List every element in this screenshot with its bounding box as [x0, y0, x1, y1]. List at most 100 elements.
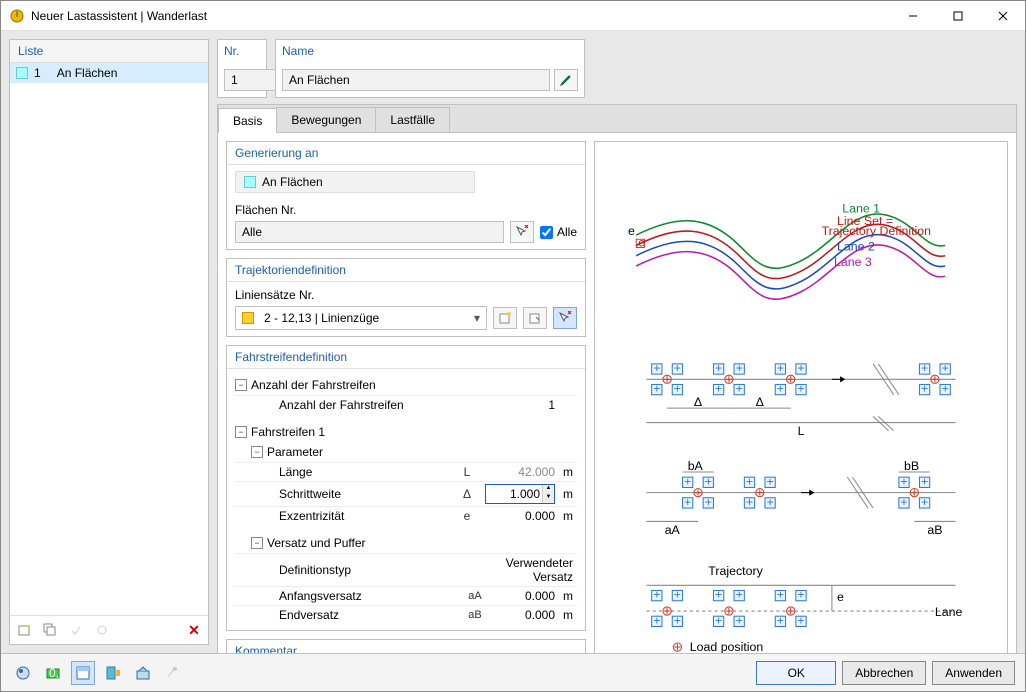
lines-combo[interactable]: 2 - 12,13 | Linienzüge ▾	[235, 306, 487, 330]
svg-text:+: +	[777, 588, 784, 602]
footer-icon-4[interactable]	[101, 661, 125, 685]
collapse-icon[interactable]: −	[251, 537, 263, 549]
row-anfang: Anfangsversatz aA 0.000 m	[235, 587, 577, 606]
sidebar-header: Liste	[10, 40, 208, 63]
maximize-button[interactable]	[935, 1, 980, 31]
svg-text:+: +	[942, 361, 949, 375]
tab-bewegungen[interactable]: Bewegungen	[276, 107, 376, 132]
cancel-button[interactable]: Abbrechen	[842, 661, 926, 685]
edit-name-button[interactable]	[554, 69, 578, 91]
form-column: Generierung an An Flächen Flächen Nr.	[226, 141, 586, 653]
spin-down[interactable]: ▼	[542, 494, 554, 503]
delete-icon: ✕	[188, 622, 200, 639]
gen-swatch	[244, 176, 256, 188]
sidebar-list: 1 An Flächen	[10, 63, 208, 615]
close-button[interactable]	[980, 1, 1025, 31]
step-label: Schrittweite	[235, 482, 453, 507]
svg-text:+: +	[736, 382, 743, 396]
tab-basis[interactable]: Basis	[218, 108, 277, 133]
dialog-body: Liste 1 An Flächen ✕	[1, 31, 1025, 653]
footer-icon-1[interactable]	[11, 661, 35, 685]
svg-text:+: +	[736, 588, 743, 602]
spin-up[interactable]: ▲	[542, 485, 554, 494]
group-kommentar: Kommentar ▾	[226, 639, 586, 653]
tree-offset[interactable]: − Versatz und Puffer	[235, 533, 577, 553]
deftype-label: Definitionstyp	[235, 554, 461, 587]
svg-text:aA: aA	[665, 523, 681, 537]
svg-text:+: +	[705, 474, 712, 488]
svg-text:Load position: Load position	[690, 640, 764, 653]
count-label: Anzahl der Fahrstreifen	[235, 396, 461, 415]
svg-text:+: +	[715, 613, 722, 627]
alle-checkbox-wrap[interactable]: Alle	[540, 225, 577, 239]
svg-text:aB: aB	[927, 523, 942, 537]
svg-text:e: e	[837, 590, 844, 604]
traj-edit-button[interactable]	[523, 307, 547, 329]
nr-label: Nr.	[218, 40, 266, 62]
end-label: Endversatz	[235, 606, 461, 625]
row-deftype: Definitionstyp Verwendeter Versatz	[235, 554, 577, 587]
collapse-icon[interactable]: −	[251, 446, 263, 458]
delete-button[interactable]: ✕	[182, 618, 206, 642]
sidebar-item-1[interactable]: 1 An Flächen	[10, 63, 208, 83]
tree-lane1[interactable]: − Fahrstreifen 1	[235, 422, 577, 442]
svg-text:+: +	[797, 588, 804, 602]
traj-new-button[interactable]	[493, 307, 517, 329]
svg-text:Lane 3: Lane 3	[834, 255, 872, 269]
lane1-label: Fahrstreifen 1	[251, 425, 577, 439]
ecc-value: 0.000	[481, 507, 559, 526]
svg-text:+: +	[921, 495, 928, 509]
sidebar-toolbar: ✕	[10, 615, 208, 644]
name-input[interactable]	[282, 69, 550, 91]
main-area: Nr. Name Basis Bewegungen	[217, 39, 1017, 645]
surfaces-input[interactable]	[235, 221, 504, 243]
svg-text:Lane: Lane	[935, 605, 963, 619]
row-count: Anzahl der Fahrstreifen 1	[235, 396, 577, 415]
tree-parameter[interactable]: − Parameter	[235, 442, 577, 462]
svg-text:+: +	[715, 588, 722, 602]
svg-text:+: +	[900, 495, 907, 509]
svg-text:+: +	[797, 613, 804, 627]
length-label: Länge	[235, 463, 453, 482]
alle-checkbox[interactable]	[540, 226, 553, 239]
offset-group-label: Versatz und Puffer	[267, 536, 577, 550]
tool-button-4	[90, 618, 114, 642]
svg-text:+: +	[942, 382, 949, 396]
svg-text:+: +	[653, 613, 660, 627]
svg-text:+: +	[797, 382, 804, 396]
svg-text:+: +	[674, 382, 681, 396]
footer-icon-2[interactable]: 0,00	[41, 661, 65, 685]
minimize-button[interactable]	[890, 1, 935, 31]
copy-button[interactable]	[38, 618, 62, 642]
footer-icon-3[interactable]	[71, 661, 95, 685]
pick-surfaces-button[interactable]	[510, 221, 534, 243]
apply-button[interactable]: Anwenden	[932, 661, 1015, 685]
svg-text:Δ: Δ	[756, 395, 764, 409]
tab-lastfaelle[interactable]: Lastfälle	[375, 107, 450, 132]
length-value: 42.000	[481, 463, 559, 482]
tabs: Basis Bewegungen Lastfälle	[218, 105, 1016, 133]
new-button[interactable]	[12, 618, 36, 642]
svg-text:+: +	[746, 474, 753, 488]
length-unit: m	[559, 463, 577, 482]
svg-text:+: +	[653, 382, 660, 396]
svg-text:+: +	[653, 361, 660, 375]
collapse-icon[interactable]: −	[235, 426, 247, 438]
tree-count-group[interactable]: − Anzahl der Fahrstreifen	[235, 375, 577, 395]
svg-text:Δ: Δ	[694, 395, 702, 409]
step-input-wrap[interactable]: ▲▼	[485, 484, 555, 504]
collapse-icon[interactable]: −	[235, 379, 247, 391]
header-fields: Nr. Name	[217, 39, 1017, 98]
count-value[interactable]: 1	[489, 396, 559, 415]
bottom-bar: 0,00 OK Abbrechen Anwenden	[1, 653, 1025, 691]
nr-box: Nr.	[217, 39, 267, 98]
group-generierung: Generierung an An Flächen Flächen Nr.	[226, 141, 586, 250]
preview-panel: Lane 1 Line Set = Trajectory Definition …	[594, 141, 1008, 653]
ecc-unit: m	[559, 507, 577, 526]
traj-pick-button[interactable]	[553, 307, 577, 329]
footer-icon-6	[161, 661, 185, 685]
footer-icon-5[interactable]	[131, 661, 155, 685]
end-value: 0.000	[489, 606, 559, 625]
ok-button[interactable]: OK	[756, 661, 836, 685]
anfang-unit: m	[559, 587, 577, 606]
